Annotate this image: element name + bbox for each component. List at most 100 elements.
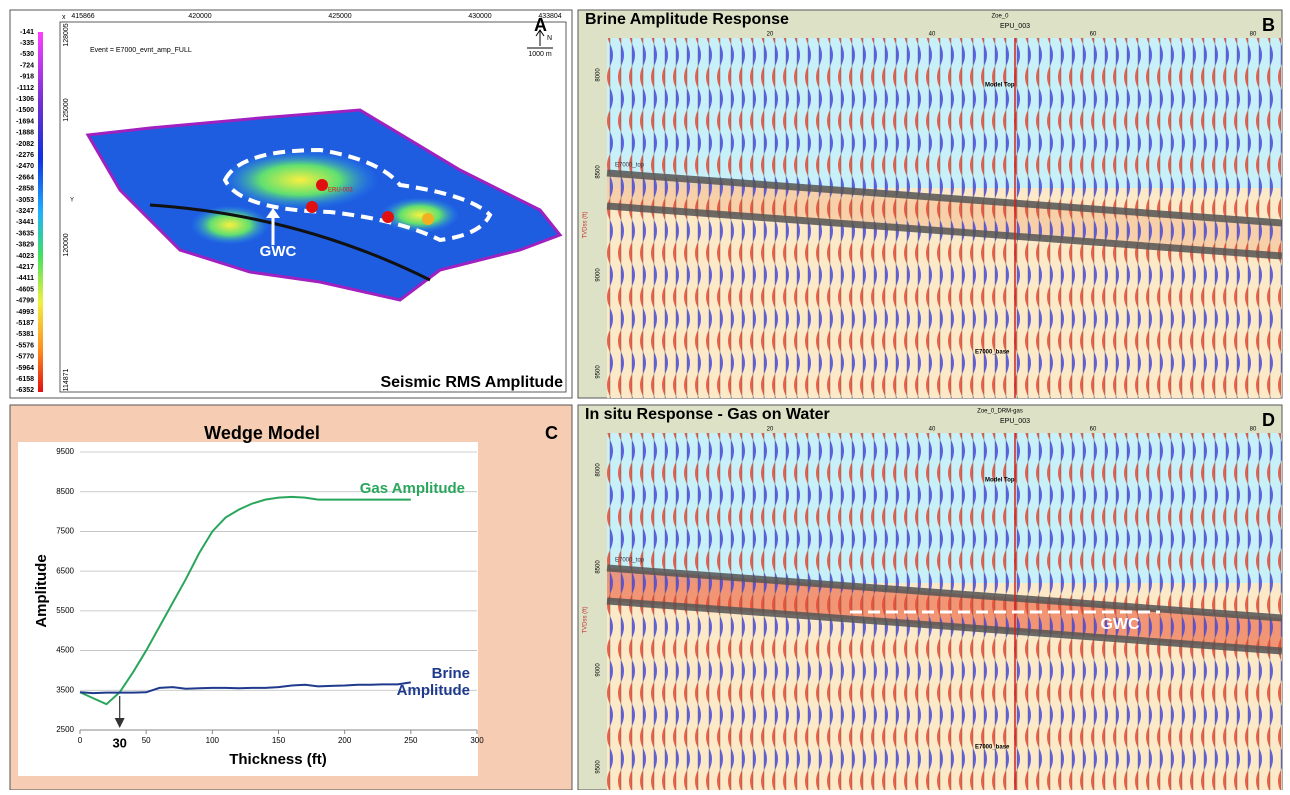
colorbar-label: -918 [20,74,34,81]
y-tick-label: 9500 [56,447,74,456]
colorbar-label: -3635 [16,230,34,237]
colorbar-label: -530 [20,51,34,58]
gwc-label: GWC [1100,616,1140,633]
y-tick-label: 128005 [63,23,70,46]
depth-tick: 9500 [596,365,602,379]
x-tick-label: 420000 [188,13,211,20]
trace-tick: 40 [929,427,936,433]
chart-title: Wedge Model [204,423,320,443]
x-tick-label: 100 [206,736,220,745]
trace-tick: 60 [1090,32,1097,38]
y-axis-label: Y [70,198,74,204]
top-label: E7000_top [615,558,645,564]
colorbar-label: -4799 [16,298,34,305]
colorbar-label: -3247 [16,208,34,215]
series-label: Brine Amplitude [360,665,470,699]
well [382,211,394,223]
event-label: Event = E7000_evnt_amp_FULL [90,47,192,54]
colorbar-label: -1888 [16,130,34,137]
y-tick-label: 125000 [63,98,70,121]
scale-label: 1000 m [528,51,552,58]
colorbar-label: -4023 [16,253,34,260]
x-tick-label: 150 [272,736,286,745]
model-label: Zoe_0 [991,14,1009,20]
colorbar-label: -3053 [16,197,34,204]
colorbar-label: -1112 [17,85,34,92]
x-tick-label: 0 [78,736,83,745]
x-tick-label: 250 [404,736,418,745]
x-tick-label: 415866 [71,13,94,20]
gwc-label: GWC [260,243,297,260]
colorbar-label: -141 [20,29,34,36]
y-tick-label: 7500 [56,527,74,536]
series-label: Gas Amplitude [355,480,465,497]
panel-title: Brine Amplitude Response [585,11,789,28]
x-tick-label: 50 [142,736,151,745]
panel-letter: C [545,423,558,443]
well-label: ERU-003 [328,188,353,194]
depth-tick: 8500 [596,560,602,574]
colorbar-label: -5770 [16,354,34,361]
colorbar-label: -335 [20,40,34,47]
colorbar-label: -5381 [16,331,34,338]
caption: Seismic RMS Amplitude [380,374,563,391]
colorbar-label: -724 [20,62,34,69]
trace-tick: 60 [1090,427,1097,433]
colorbar-label: -2082 [16,141,34,148]
well-label: EPU_003 [1000,418,1030,425]
trace-tick: 40 [929,32,936,38]
y-tick-label: 2500 [56,725,74,734]
colorbar-label: -1306 [16,96,34,103]
colorbar-label: -2858 [16,186,34,193]
colorbar-label: -4411 [16,275,34,282]
y-tick-label: 3500 [56,685,74,694]
colorbar-label: -5964 [16,365,34,372]
depth-tick: 8000 [596,463,602,477]
model-top-label: Model Top [985,478,1015,484]
x-tick-label: 200 [338,736,352,745]
depth-tick: 9000 [596,268,602,282]
depth-tick: 8000 [596,68,602,82]
x-tick-label: 430000 [468,13,491,20]
x-axis-label: x [62,14,66,21]
trace-tick: 20 [767,32,774,38]
model-top-label: Model Top [985,83,1015,89]
trace-tick: 80 [1250,32,1257,38]
page: {"panel_a": {"letter": "A", "event": "Ev… [0,0,1290,790]
north-label: N [547,35,552,42]
trace-tick: 20 [767,427,774,433]
colorbar-label: -2276 [16,152,34,159]
y-tick-label: 5500 [56,606,74,615]
colorbar-label: -4217 [16,264,34,271]
y-tick-label: 114871 [63,368,70,391]
y-axis-title: Amplitude [33,554,50,627]
depth-tick: 8500 [596,165,602,179]
panel-title: In situ Response - Gas on Water [585,406,830,423]
colorbar-label: -2664 [16,174,34,181]
well [422,213,434,225]
colorbar-label: -5576 [16,342,34,349]
well [306,201,318,213]
y-tick-label: 6500 [56,566,74,575]
panel-letter: D [1262,410,1275,430]
x-tick-label: 300 [470,736,484,745]
well-label: EPU_003 [1000,23,1030,30]
colorbar-label: -2470 [16,163,34,170]
trace-tick: 80 [1250,427,1257,433]
well [316,179,328,191]
colorbar-label: -4605 [16,286,34,293]
colorbar-label: -1694 [16,118,34,125]
colorbar-label: -4993 [16,309,34,316]
top-label: E7000_top [615,163,645,169]
depth-tick: 9500 [596,760,602,774]
base-label: E7000_base [975,745,1010,751]
colorbar-label: -5187 [16,320,34,327]
y-tick-label: 8500 [56,487,74,496]
x-tick-label: 433804 [538,13,561,20]
y-tick-label: 120000 [63,233,70,256]
colorbar-label: -1500 [16,107,34,114]
y-tick-label: 4500 [56,646,74,655]
depth-tick: 9000 [596,663,602,677]
colorbar-label: -3441 [16,219,34,226]
colorbar-label: -6158 [16,376,34,383]
